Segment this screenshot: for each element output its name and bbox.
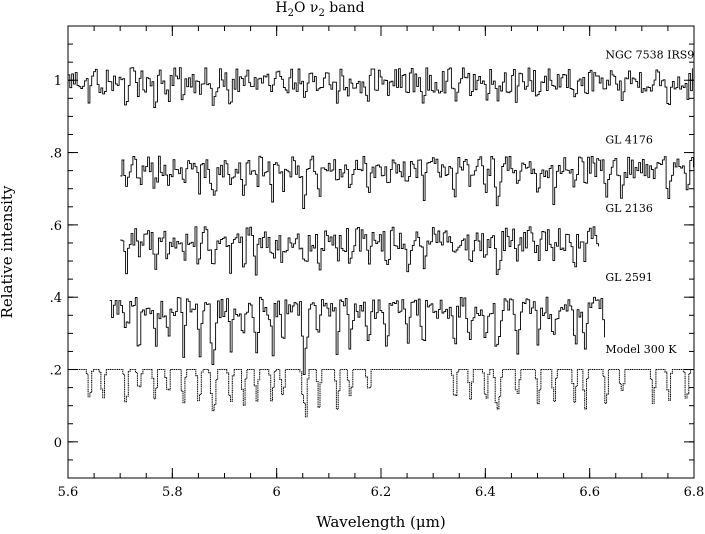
y-axis-label: Relative intensity bbox=[0, 185, 16, 318]
y-tick-label: .6 bbox=[50, 219, 62, 234]
plot-frame bbox=[67, 25, 695, 479]
x-tick-label: 6.8 bbox=[684, 485, 705, 500]
title-o-nu: O ν bbox=[294, 0, 318, 16]
y-tick-label: .2 bbox=[50, 364, 62, 379]
chart-title: H2O ν2 band bbox=[275, 0, 364, 19]
series-labels: NGC 7538 IRS9 GL 4176 GL 2136 GL 2591 Model … bbox=[605, 49, 694, 357]
title-h: H bbox=[275, 0, 287, 16]
x-tick-label: 5.8 bbox=[162, 485, 183, 500]
series-line-2 bbox=[120, 226, 599, 276]
x-tick-label: 6 bbox=[273, 485, 281, 500]
title-band: band bbox=[325, 0, 365, 16]
x-axis-label: Wavelength (μm) bbox=[316, 513, 445, 531]
tick-labels: 5.6 5.8 6 6.2 6.4 6.6 6.8 0 .2 .4 .6 .8 1 bbox=[50, 74, 705, 500]
x-tick-label: 5.6 bbox=[58, 485, 79, 500]
title-nu-sub: 2 bbox=[318, 8, 324, 19]
x-tick-label: 6.6 bbox=[579, 485, 600, 500]
title-sub-2: 2 bbox=[288, 8, 294, 19]
y-tick-label: 1 bbox=[54, 74, 62, 89]
y-tick-label: .8 bbox=[50, 147, 62, 162]
y-tick-label: 0 bbox=[54, 436, 62, 451]
series-label-3: GL 2591 bbox=[605, 271, 653, 284]
series-label-2: GL 2136 bbox=[605, 202, 653, 215]
series-line-3 bbox=[109, 296, 605, 376]
series-line-0 bbox=[68, 67, 693, 109]
series-line-1 bbox=[120, 155, 694, 209]
axis-ticks bbox=[67, 26, 695, 479]
series-line-4 bbox=[68, 369, 693, 418]
x-tick-label: 6.4 bbox=[475, 485, 496, 500]
y-tick-label: .4 bbox=[50, 291, 62, 306]
series-label-1: GL 4176 bbox=[605, 134, 653, 147]
series-label-0: NGC 7538 IRS9 bbox=[605, 49, 694, 62]
series-group bbox=[68, 67, 694, 418]
x-tick-label: 6.2 bbox=[371, 485, 392, 500]
series-label-4: Model 300 K bbox=[605, 343, 677, 356]
